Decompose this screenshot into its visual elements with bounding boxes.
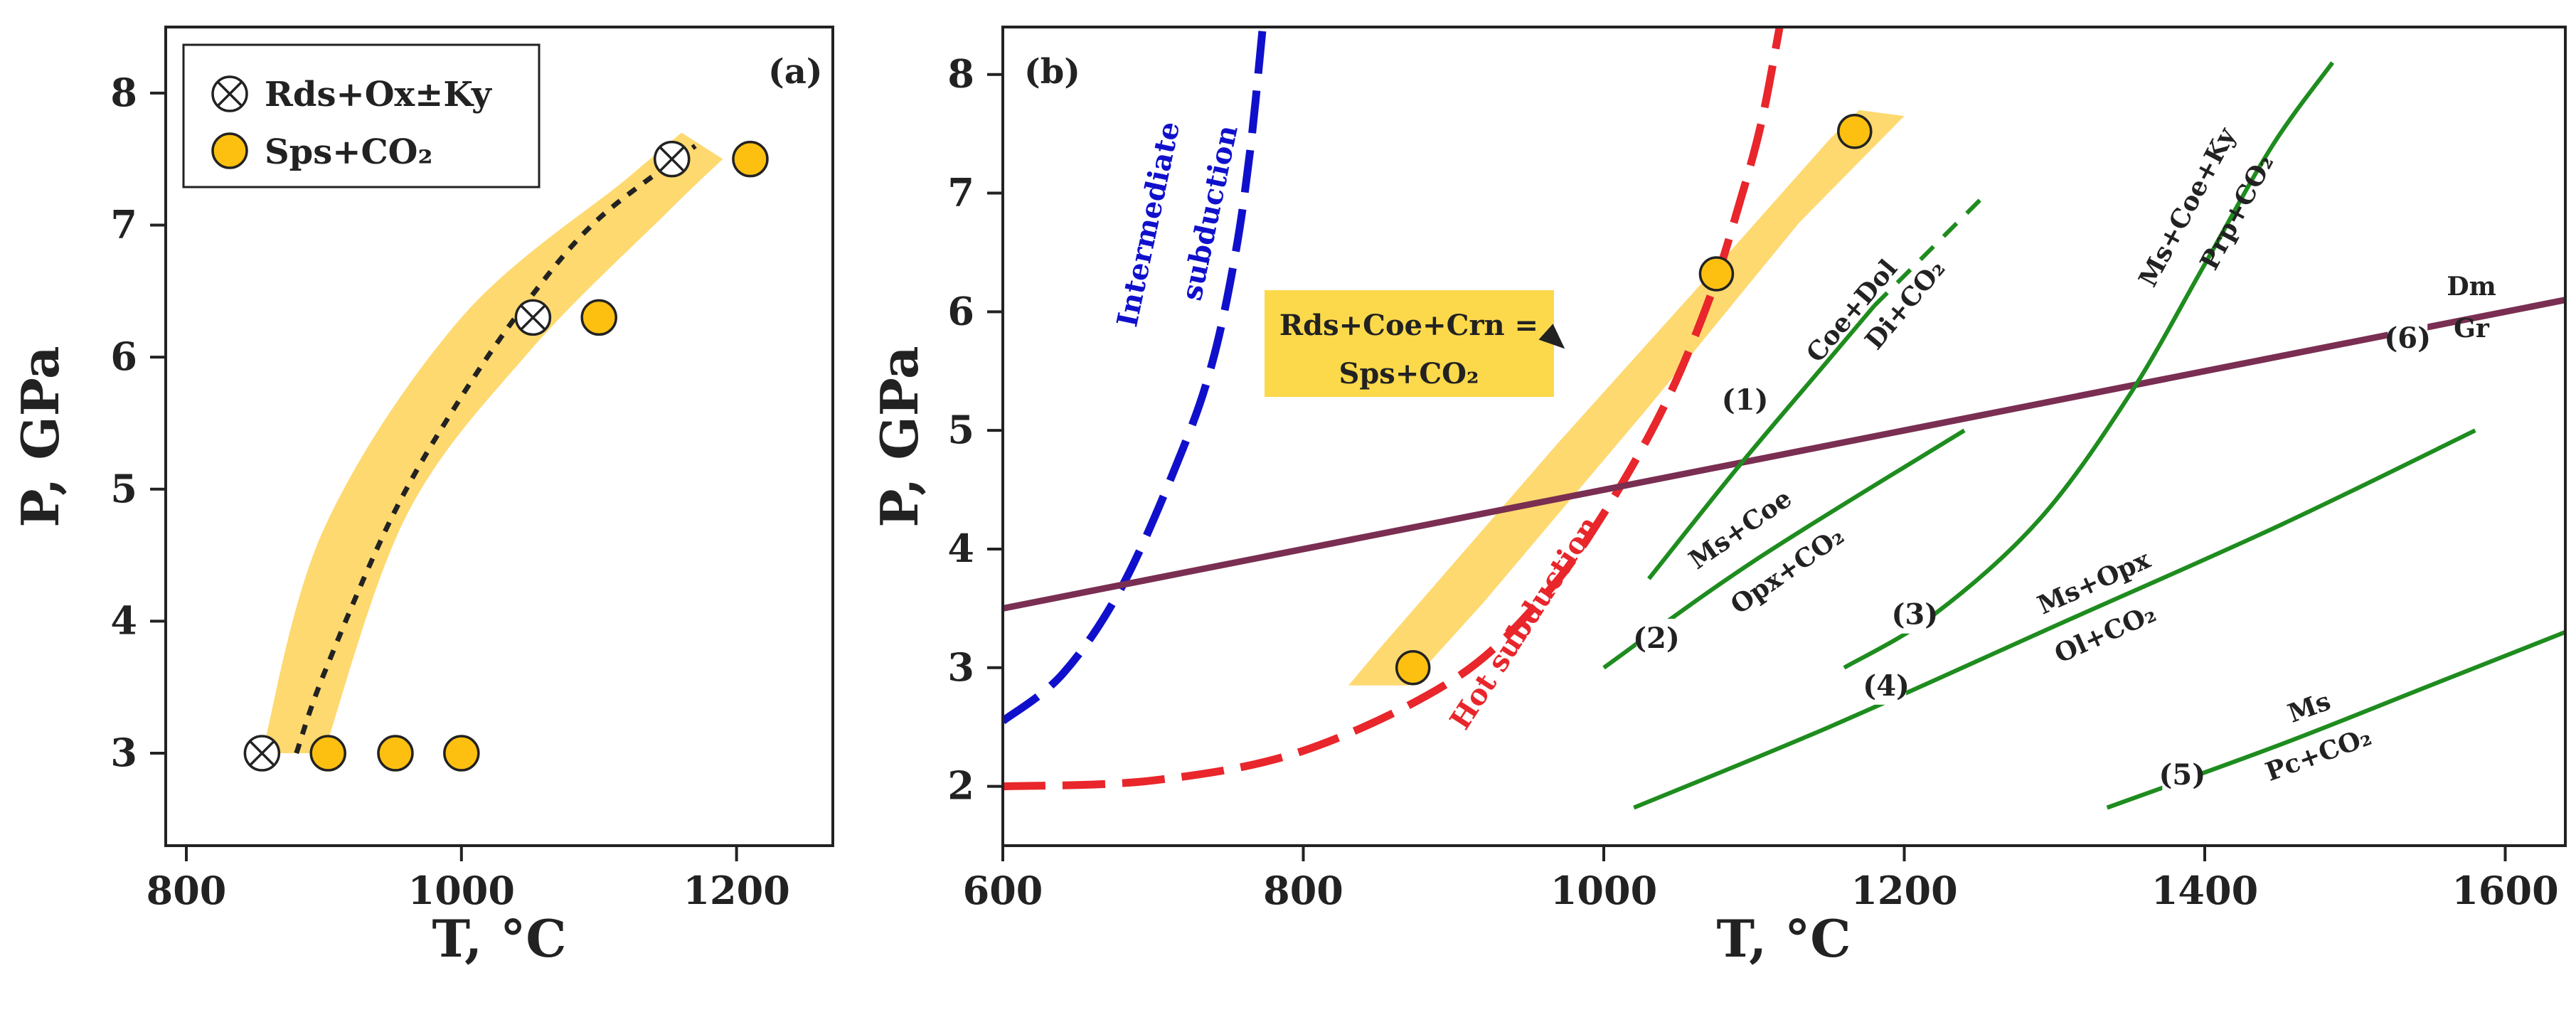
- curve-label-text: (5): [2159, 758, 2205, 792]
- panel-b-chart: (1) (2) (3) (4) (5) (6) Rds+Coe+Crn = Sps+CO₂…: [869, 26, 2567, 969]
- panel-a-xtick-label: 1200: [683, 868, 789, 913]
- label-intermediate: Intermediate: [1110, 119, 1186, 330]
- panel-a-ytick-label: 4: [110, 597, 137, 643]
- panel-b-points: [1395, 114, 1873, 686]
- curve-label: (1): [1722, 380, 1769, 419]
- reaction-box-line2: Sps+CO₂: [1338, 357, 1479, 390]
- panel-a-legend: Rds+Ox±Ky Sps+CO₂: [182, 43, 541, 188]
- point-sps-b: [1837, 114, 1873, 149]
- panel-b-ytick-label: 5: [947, 407, 974, 452]
- panel-b-ytick-label: 3: [947, 644, 974, 690]
- panel-a-ytick-label: 3: [110, 730, 137, 775]
- panel-b-ytick-label: 2: [947, 763, 974, 809]
- point-sps: [377, 735, 414, 772]
- panel-b-xtick-label: 600: [963, 868, 1043, 913]
- reaction-box-background: [1265, 290, 1554, 397]
- reaction-box-line1: Rds+Coe+Crn =: [1279, 309, 1538, 342]
- panel-a-xtick-label: 1000: [408, 868, 515, 913]
- panel-a-ytick-label: 8: [110, 70, 137, 115]
- curve-label: (6): [2384, 319, 2431, 358]
- point-rds: [514, 299, 552, 336]
- label-ms: Ms: [2284, 686, 2334, 729]
- panel-a-ylabel: P, GPa: [10, 346, 70, 527]
- curve-label: (5): [2159, 755, 2205, 794]
- panel-b-ytick-label: 4: [947, 526, 974, 571]
- panel-a-ticks: 800 1000 1200 3 4 5 6 7 8: [110, 70, 789, 913]
- point-sps-b: [1395, 650, 1431, 686]
- curve-label: (4): [1863, 666, 1910, 705]
- panel-a-ytick-label: 6: [110, 334, 137, 379]
- panel-a-band: [262, 132, 723, 753]
- curve-label-text: (3): [1891, 598, 1938, 632]
- panel-a-ytick-label: 5: [110, 466, 137, 511]
- point-rds: [243, 735, 281, 772]
- panel-b-ytick-label: 8: [947, 51, 974, 97]
- panel-a-frame: [164, 26, 834, 847]
- panel-a-trend-line: [294, 144, 697, 755]
- curve-hot-subduction: [1003, 27, 1784, 791]
- panel-a-ytick-label: 7: [110, 201, 137, 247]
- curve-dm-gr: [1003, 297, 2565, 612]
- legend-marker-sps: [211, 132, 248, 169]
- panel-a-xlabel: T, °C: [432, 908, 566, 969]
- curve-label-text: (4): [1863, 669, 1910, 703]
- curve-3: [1843, 61, 2335, 670]
- point-sps: [443, 735, 480, 772]
- curve-label: (2): [1633, 619, 1680, 658]
- panel-a-marks: [243, 140, 769, 772]
- panel-b-xtick-label: 1600: [2452, 868, 2558, 913]
- panel-b-frame: [1001, 26, 2567, 847]
- panel-b-xtick-label: 800: [1263, 868, 1343, 913]
- legend-label-rds: Rds+Ox±Ky: [265, 75, 493, 115]
- panel-b-band: [1348, 110, 1905, 686]
- curve-4: [1633, 428, 2476, 810]
- panel-b-xlabel: T, °C: [1716, 908, 1851, 969]
- curve-1-extension: [1873, 191, 1989, 308]
- point-sps: [309, 735, 346, 772]
- panel-a-xtick-label: 800: [147, 868, 227, 913]
- panel-a-label: (a): [768, 52, 823, 92]
- point-sps: [580, 299, 617, 336]
- point-sps: [732, 140, 769, 178]
- curve-label-text: (2): [1633, 622, 1680, 655]
- label-dm: Dm: [2447, 272, 2496, 302]
- panel-b-ticks: 600 800 1000 1200 1400 1600 2 3 4 5 6 7 8: [947, 51, 2558, 913]
- panel-b-label: (b): [1024, 52, 1080, 92]
- point-rds: [653, 140, 691, 178]
- panel-b-ylabel: P, GPa: [869, 346, 930, 527]
- legend-label-sps: Sps+CO₂: [265, 132, 433, 172]
- panel-b-curve-labels: (1) (2) (3) (4) (5) (6): [1633, 319, 2431, 794]
- panel-b-ytick-label: 7: [947, 170, 974, 216]
- panel-b-xtick-label: 1200: [1851, 868, 1957, 913]
- curve-label-text: (1): [1722, 383, 1769, 417]
- curve-1: [1647, 304, 1876, 580]
- panel-a-chart: 800 1000 1200 3 4 5 6 7 8 (a) T, °C P, GPa Rds+O…: [10, 26, 834, 969]
- legend-marker-rds: [211, 75, 248, 112]
- curve-intermediate-subduction: [1003, 27, 1267, 725]
- curve-label: (3): [1891, 595, 1938, 634]
- reaction-box: Rds+Coe+Crn = Sps+CO₂: [1265, 290, 1565, 397]
- panel-b-xtick-label: 1000: [1550, 868, 1657, 913]
- panel-b-curves: [1003, 27, 2565, 810]
- point-sps-b: [1698, 256, 1735, 292]
- curve-label-text: (6): [2384, 321, 2431, 355]
- label-gr: Gr: [2454, 314, 2490, 344]
- panel-b-xtick-label: 1400: [2151, 868, 2258, 913]
- panel-b-ytick-label: 6: [947, 288, 974, 334]
- reaction-box-arrow: [1538, 324, 1565, 349]
